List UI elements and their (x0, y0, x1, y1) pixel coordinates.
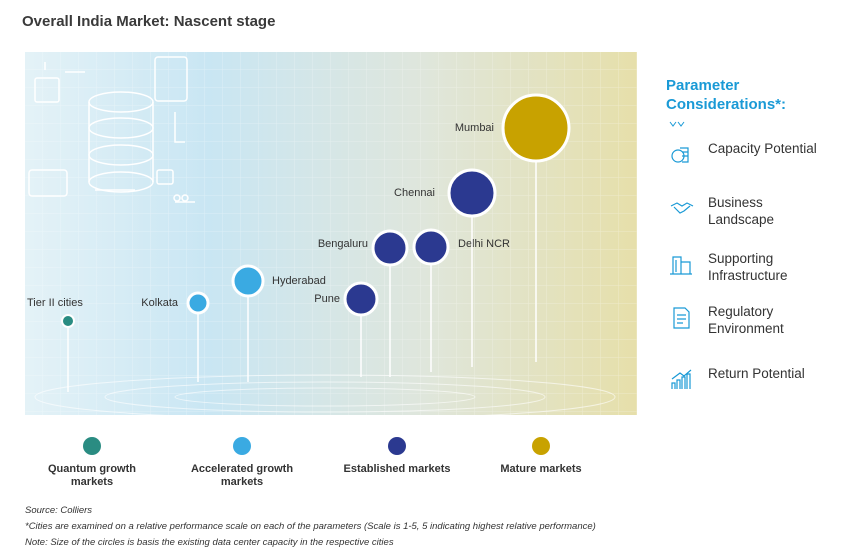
city-label: Bengaluru (318, 238, 368, 250)
city-label: Hyderabad (272, 275, 326, 287)
city-bubble (501, 93, 571, 163)
parameter-icon (673, 307, 690, 329)
parameter-label: Regulatory Environment (708, 304, 784, 336)
parameter-panel: Parameter Considerations*: Capacity Pote… (640, 52, 833, 415)
legend-swatch (83, 437, 101, 455)
legend-label: Quantum growth markets (48, 463, 136, 488)
legend-dot (233, 437, 251, 455)
city-label: Pune (314, 293, 340, 305)
note: *Cities are examined on a relative perfo… (25, 521, 596, 532)
arrow-icon (669, 121, 685, 127)
city-bubble (343, 281, 379, 317)
legend-swatch (532, 437, 550, 455)
parameter-icon (671, 147, 689, 163)
city-label: Delhi NCR (458, 238, 510, 250)
city-label: Mumbai (455, 122, 494, 134)
city-bubble (447, 168, 497, 218)
parameter-icon (671, 369, 692, 389)
parameter-label: Supporting Infrastructure (708, 251, 788, 283)
parameter-heading: Parameter Considerations*: (666, 77, 787, 113)
parameter-label: Return Potential (708, 366, 805, 381)
legend-swatch (233, 437, 251, 455)
parameter-label: Capacity Potential (708, 141, 817, 156)
legend-label: Mature markets (500, 463, 582, 475)
wave-decoration (34, 374, 616, 415)
city-label: Chennai (394, 187, 435, 199)
parameter-icon (670, 256, 692, 275)
city-label: Tier II cities (27, 297, 83, 309)
parameter-icon (670, 202, 694, 214)
note: Source: Colliers (25, 505, 93, 516)
legend-dot (83, 437, 101, 455)
city-bubble (186, 291, 210, 315)
city-label: Kolkata (141, 297, 179, 309)
note: Note: Size of the circles is basis the e… (25, 537, 394, 548)
legend-dot (532, 437, 550, 455)
title: Overall India Market: Nascent stage (22, 13, 276, 30)
legend-label: Established markets (343, 463, 451, 475)
legend-dot (388, 437, 406, 455)
legend-swatch (388, 437, 406, 455)
legend-label: Accelerated growth markets (190, 463, 294, 488)
server-illustration (28, 56, 195, 203)
city-bubble (61, 314, 75, 328)
city-bubble (231, 264, 265, 298)
parameter-label: Business Landscape (708, 195, 775, 227)
city-bubble (412, 228, 450, 266)
market-panel: Tier II cities Kolkata Hyderabad Pune Bengal… (25, 52, 637, 415)
city-bubble (371, 229, 409, 267)
